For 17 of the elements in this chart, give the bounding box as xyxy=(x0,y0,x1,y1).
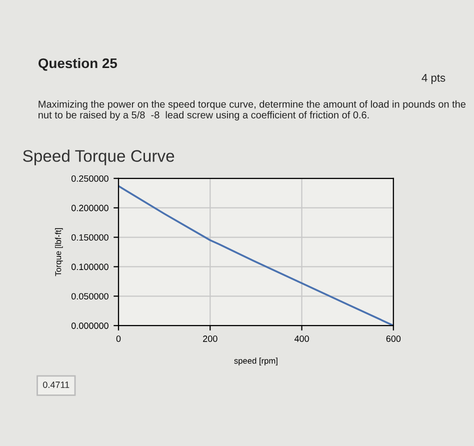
y-tick-label: 0.000000 xyxy=(71,322,108,329)
text: 4 pts xyxy=(422,74,446,84)
chart-title: Speed Torque Curve xyxy=(23,150,174,166)
y-axis-title: Torque [lbf-ft] xyxy=(55,228,63,276)
y-tick-label: 0.250000 xyxy=(71,175,108,182)
x-axis-title: speed [rpm] xyxy=(234,358,278,366)
y-tick-label: 0.100000 xyxy=(71,264,108,270)
y-tick-label: 0.150000 xyxy=(71,234,108,241)
text: Question 25 xyxy=(38,58,118,71)
x-tick-label: 600 xyxy=(386,336,401,342)
text: 0.4711 xyxy=(43,382,70,388)
x-tick-label: 200 xyxy=(203,336,218,342)
text: Maximizing the power on the speed torque curve, determine the amount of load in pounds on the nut to be raised by a 5/8 -8 lead screw using a coefficient of friction of 0.6. xyxy=(38,100,466,120)
y-tick-label: 0.050000 xyxy=(71,293,108,300)
y-tick-label: 0.200000 xyxy=(71,204,108,212)
x-tick-label: 400 xyxy=(294,336,309,342)
x-tick-label: 0 xyxy=(116,336,121,342)
